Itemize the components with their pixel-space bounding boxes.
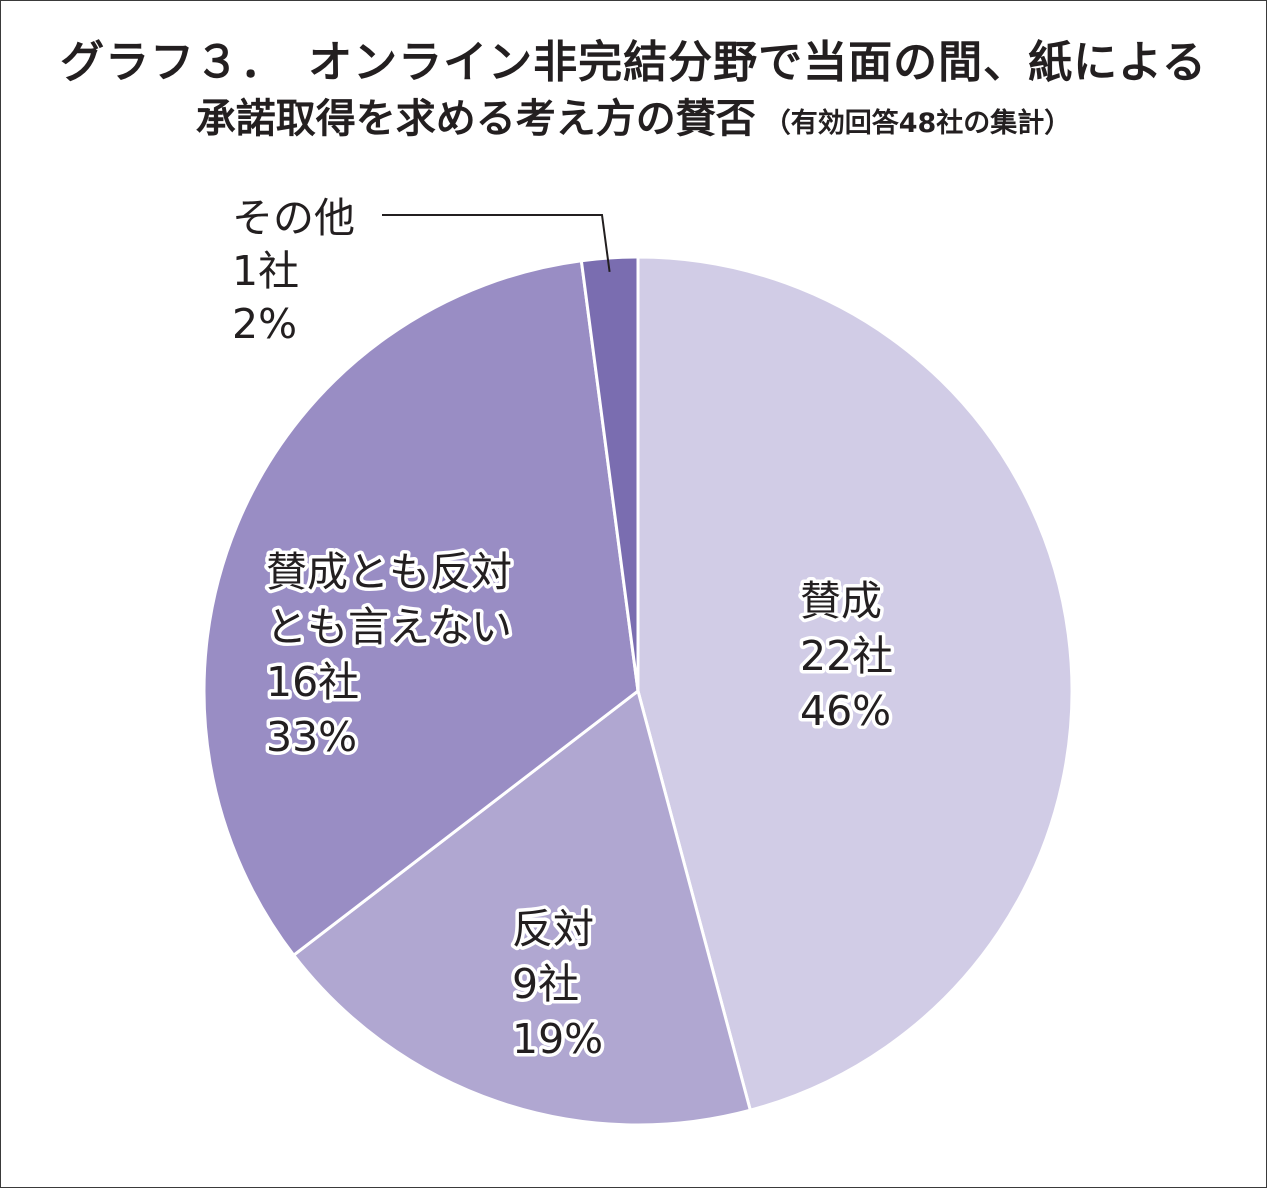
pie-label-1-slice-name: 賛成	[800, 577, 882, 625]
chart-title-note: （有効回答48社の集計）	[763, 108, 1072, 139]
pie-label-1-slice-count-label: 22社	[800, 632, 893, 680]
other-leader-line	[382, 214, 611, 273]
pie-slices	[202, 255, 1074, 1127]
pie-label-2-slice-count-label: 9社	[512, 960, 579, 1008]
leader-lines	[382, 214, 611, 273]
pie-slice-1	[636, 255, 1074, 1113]
pie-label-1-slice-percent-label: 46%	[800, 687, 891, 735]
pie-label-2-slice-percent-label: 19%	[512, 1015, 603, 1063]
chart-title-line2: 承諾取得を求める考え方の賛否 （有効回答48社の集計）	[0, 86, 1267, 144]
chart-title-line2-main: 承諾取得を求める考え方の賛否	[195, 96, 756, 142]
pie-label-3-slice-name-line-1: 賛成とも反対	[266, 548, 512, 596]
pie-label-3-slice-count-label: 16社	[266, 658, 359, 706]
pie-label-3-slice-name-line-2: とも言えない	[266, 603, 512, 651]
pie-label-4-slice-percent-label: 2%	[232, 300, 297, 348]
pie-label-2-slice-name: 反対	[512, 905, 594, 953]
pie-label-4-slice-name: その他	[232, 194, 355, 242]
pie-slice-3	[202, 259, 640, 958]
pie-slice-4	[579, 255, 640, 692]
pie-label-4-slice-count-label: 1社	[232, 247, 299, 295]
pie-label-3-slice-percent-label: 33%	[266, 713, 357, 761]
pie-slice-2	[291, 688, 753, 1127]
chart-title-line1: グラフ３． オンライン非完結分野で当面の間、紙による	[60, 37, 1207, 88]
